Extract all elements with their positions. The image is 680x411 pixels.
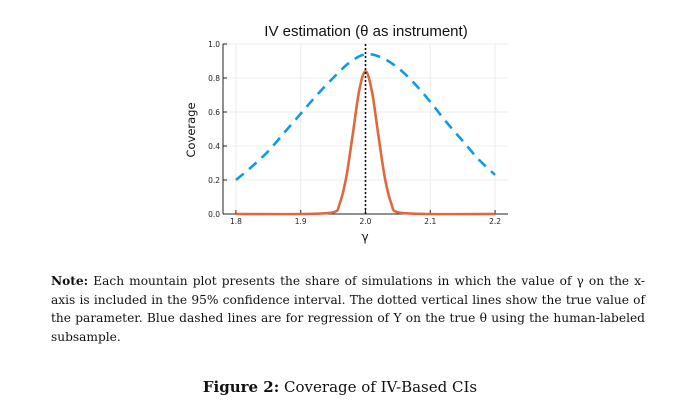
x-tick-label: 2.2 (489, 217, 501, 226)
x-tick-label: 1.8 (230, 217, 242, 226)
y-tick-label: 0.4 (208, 142, 220, 151)
y-tick-label: 1.0 (208, 40, 220, 49)
y-tick-label: 0.2 (208, 176, 220, 185)
note-label: Note: (51, 274, 89, 288)
y-axis-label: Coverage (184, 102, 198, 157)
figure-caption: Figure 2: Coverage of IV-Based CIs (0, 378, 680, 396)
x-tick-label: 1.9 (295, 217, 307, 226)
caption-label: Figure 2: (202, 378, 280, 396)
x-tick-label: 2.1 (424, 217, 436, 226)
y-tick-label: 0.0 (208, 210, 220, 219)
x-tick-label: 2.0 (360, 217, 372, 226)
coverage-chart: IV estimation (θ as instrument) 1.8 1.9 2.… (184, 23, 508, 244)
y-tick-label: 0.8 (208, 74, 220, 83)
note-text: Each mountain plot presents the share of… (51, 274, 645, 344)
series-line-solid (235, 69, 496, 216)
series-line-dashed (235, 52, 496, 181)
y-tick-label: 0.6 (208, 108, 220, 117)
series-lines (235, 52, 496, 216)
y-tick-labels: 0.0 0.2 0.4 0.6 0.8 1.0 (208, 40, 227, 219)
figure-note: Note: Each mountain plot presents the sh… (51, 272, 645, 346)
caption-text: Coverage of IV-Based CIs (279, 378, 478, 396)
x-tick-labels: 1.8 1.9 2.0 2.1 2.2 (230, 210, 501, 226)
chart-title: IV estimation (θ as instrument) (264, 23, 467, 40)
x-axis-label: γ (361, 230, 368, 244)
